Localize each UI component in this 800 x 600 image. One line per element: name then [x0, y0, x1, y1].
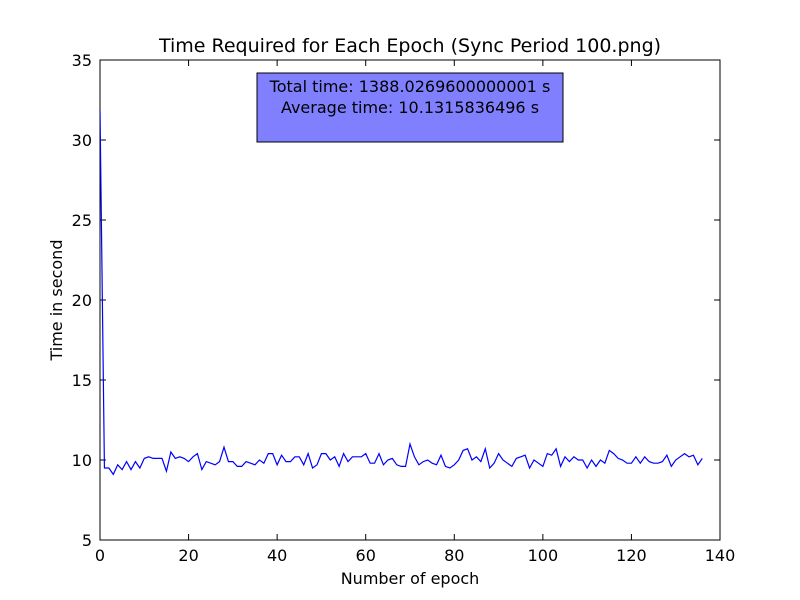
y-tick-label: 20 [72, 291, 92, 310]
y-tick-label: 15 [72, 371, 92, 390]
x-tick-label: 40 [267, 546, 287, 565]
annotation-total-time: Total time: 1388.0269600000001 s [269, 77, 551, 96]
y-tick-label: 35 [72, 51, 92, 70]
y-axis: 5 10 15 20 25 30 35 [72, 51, 720, 550]
x-tick-label: 20 [178, 546, 198, 565]
y-tick-label: 25 [72, 211, 92, 230]
chart-title: Time Required for Each Epoch (Sync Perio… [158, 35, 661, 57]
series-line [100, 109, 703, 476]
x-axis-label: Number of epoch [341, 569, 480, 588]
annotation-background [256, 72, 564, 143]
x-tick-label: 80 [444, 546, 464, 565]
annotation-box: Total time: 1388.0269600000001 s Average… [256, 72, 564, 143]
y-axis-label: Time in second [47, 240, 66, 362]
x-tick-label: 120 [616, 546, 647, 565]
x-tick-label: 0 [95, 546, 105, 565]
y-tick-label: 10 [72, 451, 92, 470]
y-tick-label: 30 [72, 131, 92, 150]
x-tick-label: 100 [528, 546, 559, 565]
x-axis: 0 20 40 60 80 100 120 140 [95, 60, 735, 565]
annotation-average-time: Average time: 10.1315836496 s [281, 98, 539, 117]
y-tick-label: 5 [82, 531, 92, 550]
x-tick-label: 60 [356, 546, 376, 565]
x-tick-label: 140 [705, 546, 736, 565]
